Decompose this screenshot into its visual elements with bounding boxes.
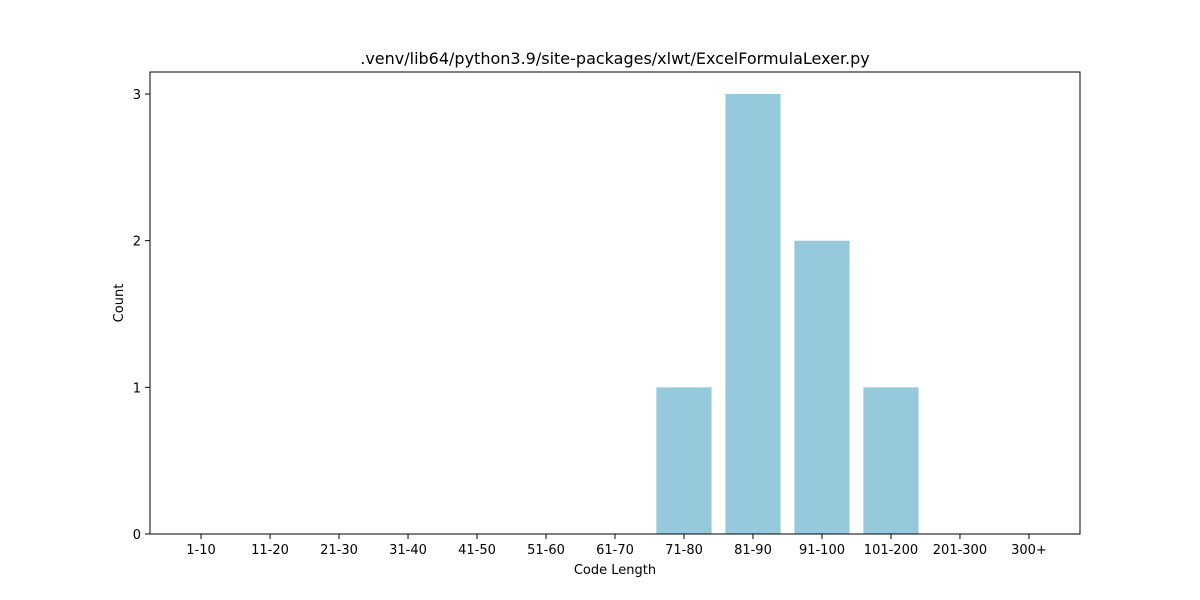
x-tick-label: 11-20: [251, 543, 289, 558]
x-tick-label: 300+: [1011, 543, 1047, 558]
x-tick-label: 21-30: [320, 543, 358, 558]
x-tick-label: 201-300: [933, 543, 987, 558]
y-tick-label: 0: [133, 528, 141, 543]
bar-101-200: [863, 387, 918, 534]
bar-91-100: [794, 241, 849, 534]
chart-title: .venv/lib64/python3.9/site-packages/xlwt…: [360, 49, 870, 68]
y-axis: 0 1 2 3: [133, 88, 150, 543]
x-axis-title: Code Length: [574, 563, 656, 578]
x-tick-label: 61-70: [596, 543, 634, 558]
x-tick-label: 91-100: [799, 543, 845, 558]
bar-81-90: [725, 94, 780, 534]
plot-frame: [150, 72, 1080, 534]
x-tick-label: 81-90: [734, 543, 772, 558]
y-tick-label: 2: [133, 235, 141, 250]
x-axis: 1-10 11-20 21-30 31-40 41-50 51-60 61-70 71-80 8…: [186, 534, 1047, 558]
x-tick-label: 1-10: [186, 543, 216, 558]
x-tick-label: 101-200: [864, 543, 918, 558]
y-axis-title: Count: [112, 284, 127, 323]
y-tick-label: 3: [133, 88, 141, 103]
x-tick-label: 41-50: [458, 543, 496, 558]
bars-layer: [656, 94, 918, 534]
x-tick-label: 71-80: [665, 543, 703, 558]
bar-71-80: [656, 387, 711, 534]
x-tick-label: 31-40: [389, 543, 427, 558]
x-tick-label: 51-60: [527, 543, 565, 558]
y-tick-label: 1: [133, 381, 141, 396]
